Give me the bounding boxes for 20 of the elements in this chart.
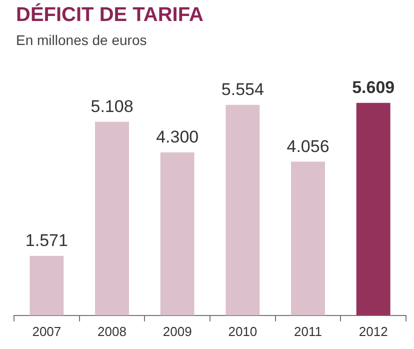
bar <box>356 102 390 316</box>
bar <box>226 104 260 316</box>
x-tick-label: 2010 <box>228 324 258 339</box>
data-label: 5.554 <box>221 80 264 100</box>
data-label: 1.571 <box>25 231 68 250</box>
data-label: 5.108 <box>90 96 134 116</box>
x-tick-label: 2009 <box>162 324 192 339</box>
bar <box>291 162 325 316</box>
x-tick-label: 2007 <box>32 324 62 339</box>
chart-subtitle: En millones de euros <box>16 32 147 48</box>
data-label: 4.300 <box>156 128 199 147</box>
data-label: 4.056 <box>286 136 330 156</box>
data-label: 5.609 <box>352 78 395 98</box>
chart-title: DÉFICIT DE TARIFA <box>16 4 204 27</box>
x-tick-label: 2012 <box>358 324 388 339</box>
bar <box>95 122 129 316</box>
x-tick-label: 2011 <box>294 324 322 339</box>
bar <box>30 256 64 316</box>
x-tick-label: 2008 <box>98 324 126 339</box>
bar <box>160 152 194 316</box>
